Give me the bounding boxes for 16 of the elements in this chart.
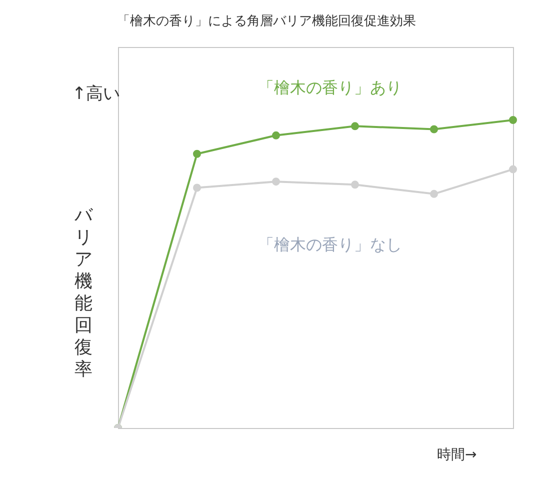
text: 「檜木の香り」なし [258,235,402,256]
point [193,184,201,192]
point [351,180,359,189]
point [272,178,280,186]
point [430,125,438,134]
point [509,116,517,124]
point [351,122,359,130]
text: ↑高い [72,83,120,105]
y-axis-title: バリア機能回復率 [74,205,93,381]
x-axis-title: 時間→ [437,446,477,464]
point [509,165,517,174]
series-label: 「檜木の香り」あり [258,78,402,99]
point [193,150,201,158]
point [430,190,438,198]
point [272,131,280,140]
chart-title: 「檜木の香り」による角層バリア機能回復促進効果 [116,13,417,30]
